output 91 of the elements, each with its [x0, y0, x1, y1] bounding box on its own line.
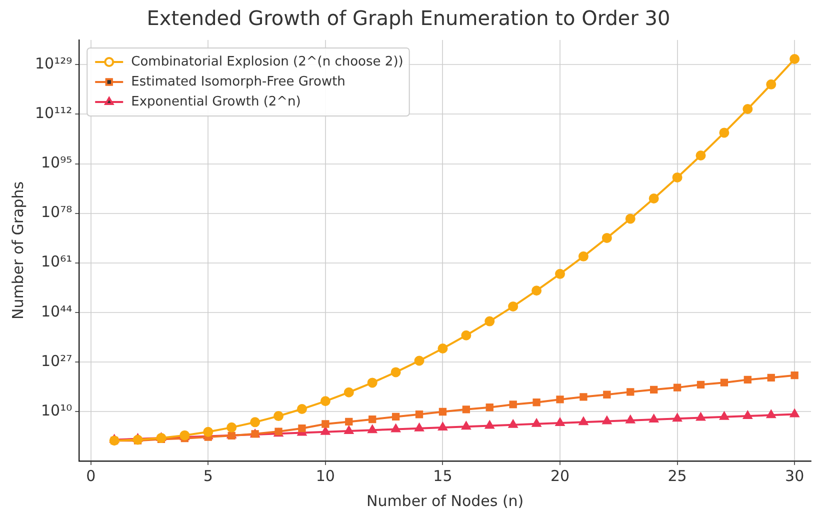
point: [532, 398, 540, 406]
point: [672, 414, 682, 422]
point: [626, 415, 635, 424]
point: [626, 388, 634, 396]
point: [203, 426, 214, 437]
point: [743, 411, 752, 420]
point: [742, 104, 753, 114]
point: [790, 409, 800, 418]
y-tick-label: 10¹²⁹: [34, 54, 72, 73]
point: [250, 417, 260, 428]
point: [438, 408, 447, 416]
point: [720, 412, 729, 420]
point: [320, 396, 330, 406]
point: [556, 396, 564, 404]
point: [648, 194, 659, 204]
point: [414, 356, 424, 366]
point: [578, 251, 588, 262]
point: [602, 232, 612, 243]
point: [392, 412, 400, 421]
point: [508, 301, 518, 312]
point: [486, 404, 494, 412]
point: [696, 412, 706, 421]
point: [368, 425, 377, 434]
legend-label: Estimated Isomorph-Free Growth: [131, 74, 346, 90]
chart-title: Extended Growth of Graph Enumeration to Order 30: [146, 6, 670, 30]
point: [744, 376, 752, 384]
point: [579, 417, 588, 426]
y-tick-label: 10¹⁰: [41, 401, 72, 420]
point: [556, 418, 564, 426]
point: [580, 393, 588, 401]
point: [509, 400, 517, 408]
point: [625, 214, 636, 224]
point: [790, 54, 800, 64]
point: [766, 410, 776, 418]
point: [696, 380, 705, 388]
point: [484, 316, 495, 326]
point: [345, 418, 353, 426]
point: [532, 286, 542, 296]
point: [415, 410, 424, 418]
point: [603, 390, 611, 398]
y-tick-label: 10⁴⁴: [41, 302, 72, 320]
point: [228, 432, 236, 440]
point: [226, 422, 237, 432]
legend-label: Combinatorial Explosion (2^(n choose 2)): [131, 54, 404, 70]
y-axis-title: Number of Graphs: [8, 181, 27, 320]
point: [767, 374, 775, 382]
point: [673, 384, 682, 392]
point: [461, 330, 472, 340]
point: [650, 386, 658, 394]
point: [508, 420, 518, 428]
x-tick-label: 5: [203, 466, 213, 485]
point: [274, 411, 284, 422]
point: [672, 172, 682, 182]
point: [462, 406, 470, 414]
point: [320, 426, 330, 435]
point: [298, 424, 306, 432]
y-tick-label: 10⁷⁸: [41, 203, 72, 222]
point: [390, 367, 401, 378]
x-tick-label: 0: [86, 466, 96, 485]
point: [438, 422, 448, 430]
point: [344, 387, 354, 398]
point: [296, 404, 307, 414]
legend-label: Exponential Growth (2^n): [131, 94, 301, 110]
point: [367, 378, 378, 388]
y-tick-label: 10¹¹²: [34, 104, 72, 122]
point: [555, 268, 566, 279]
point: [462, 422, 471, 430]
x-axis-title: Number of Nodes (n): [366, 492, 524, 510]
point: [368, 416, 376, 424]
x-tick-label: 30: [785, 466, 804, 485]
point: [414, 423, 424, 432]
y-tick-label: 10⁹⁵: [41, 154, 72, 172]
point: [649, 414, 658, 423]
y-tick-label: 10⁶¹: [41, 252, 72, 271]
x-tick-label: 10: [316, 466, 335, 485]
point: [438, 343, 448, 354]
point: [344, 426, 354, 434]
x-tick-label: 15: [433, 466, 452, 485]
y-tick-label: 10²⁷: [41, 352, 72, 370]
point: [391, 424, 400, 432]
point: [720, 378, 728, 386]
point: [322, 420, 330, 428]
x-tick-label: 25: [668, 466, 687, 485]
point: [602, 416, 612, 424]
point: [696, 150, 706, 161]
point: [766, 79, 776, 90]
point: [719, 128, 730, 138]
x-tick-label: 20: [550, 466, 570, 485]
point: [790, 372, 798, 380]
point: [485, 420, 494, 429]
point: [532, 418, 542, 427]
